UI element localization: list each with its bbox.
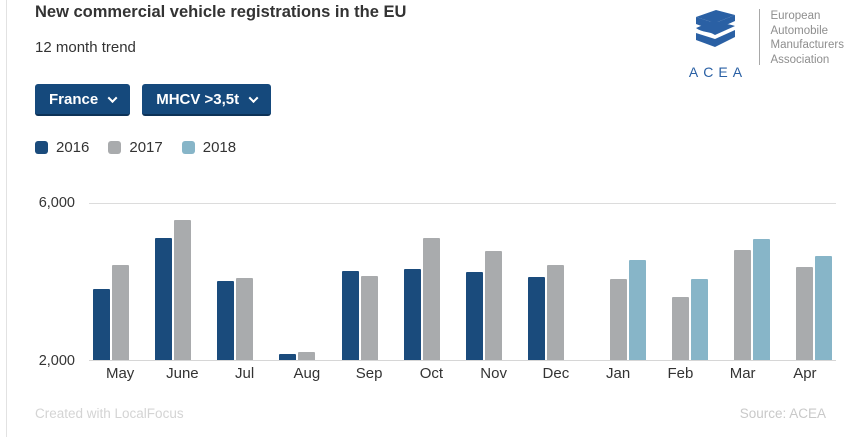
bar-group-sep xyxy=(338,204,400,360)
x-axis-label-jul: Jul xyxy=(235,365,255,382)
y-axis: 6,000 2,000 xyxy=(0,191,75,396)
segment-dropdown[interactable]: MHCV >3,5t xyxy=(142,84,272,116)
bar-group-aug xyxy=(276,204,338,360)
chevron-down-icon xyxy=(248,92,259,103)
bar-2017-feb[interactable] xyxy=(671,297,689,360)
x-axis-label-mar: Mar xyxy=(729,365,756,382)
bar-group-nov xyxy=(463,204,525,360)
bar-chart: 6,000 2,000 May June Jul Aug Sep Oct Nov Dec Jan F… xyxy=(0,191,860,396)
bar-2016-sep[interactable] xyxy=(341,271,359,360)
legend-label: 2018 xyxy=(202,139,237,156)
card-left-border xyxy=(6,0,7,437)
bar-2018-jan[interactable] xyxy=(628,260,646,360)
bar-2017-sep[interactable] xyxy=(360,276,378,360)
x-axis-label-jan: Jan xyxy=(606,365,631,382)
logo-org-line: Manufacturers xyxy=(770,39,844,51)
source-text: Source: ACEA xyxy=(739,406,826,421)
bar-2016-nov[interactable] xyxy=(466,272,484,360)
bar-2017-mar[interactable] xyxy=(734,250,752,360)
bar-2016-aug[interactable] xyxy=(279,354,297,360)
country-dropdown-label: France xyxy=(49,90,99,108)
filter-bar: France MHCV >3,5t xyxy=(35,84,272,116)
page-subtitle: 12 month trend xyxy=(35,39,136,56)
x-axis-label-dec: Dec xyxy=(542,365,570,382)
bar-2017-oct[interactable] xyxy=(422,238,440,360)
x-axis-label-nov: Nov xyxy=(480,365,507,382)
x-axis-label-oct: Oct xyxy=(419,365,444,382)
legend-label: 2017 xyxy=(129,139,163,156)
country-dropdown[interactable]: France xyxy=(35,84,131,116)
bar-2018-feb[interactable] xyxy=(690,279,708,360)
logo-org-line: Automobile xyxy=(770,24,829,37)
bar-group-dec xyxy=(525,204,587,360)
bar-group-oct xyxy=(400,204,462,360)
bar-2016-jul[interactable] xyxy=(217,281,235,360)
acea-stack-icon xyxy=(688,7,742,60)
bar-group-feb xyxy=(649,204,711,360)
bar-2016-dec[interactable] xyxy=(528,277,546,360)
bar-group-apr xyxy=(774,204,836,360)
y-axis-tick-2000: 2,000 xyxy=(38,353,75,369)
x-axis-label-aug: Aug xyxy=(293,365,321,382)
plot-area xyxy=(89,203,836,361)
chart-legend: 2016 2017 2018 xyxy=(35,139,236,156)
y-axis-tick-6000: 6,000 xyxy=(38,195,75,211)
bar-2017-apr[interactable] xyxy=(796,267,814,360)
bar-2017-may[interactable] xyxy=(111,265,129,360)
bar-2017-jan[interactable] xyxy=(609,279,627,360)
bar-2017-june[interactable] xyxy=(173,220,191,360)
x-axis-label-june: June xyxy=(166,365,199,382)
bar-2017-aug[interactable] xyxy=(298,352,316,360)
x-axis-label-sep: Sep xyxy=(355,365,383,382)
legend-item-2018: 2018 xyxy=(181,139,237,156)
bar-2017-jul[interactable] xyxy=(236,278,254,360)
bar-2018-mar[interactable] xyxy=(753,239,771,360)
x-axis-label-feb: Feb xyxy=(667,365,694,382)
bar-2018-apr[interactable] xyxy=(815,256,833,360)
legend-swatch-2016 xyxy=(35,141,48,154)
bar-group-may xyxy=(89,204,151,360)
bar-2016-june[interactable] xyxy=(154,238,172,360)
logo-divider xyxy=(759,9,761,65)
segment-dropdown-label: MHCV >3,5t xyxy=(156,90,240,108)
acea-logo-mark: ACEA xyxy=(679,7,751,80)
acea-logo: ACEA European Automobile Manufacturers A… xyxy=(679,7,844,80)
attribution-text: Created with LocalFocus xyxy=(35,406,184,421)
page-title: New commercial vehicle registrations in … xyxy=(35,3,407,21)
acea-acronym: ACEA xyxy=(688,64,748,80)
x-axis-label-apr: Apr xyxy=(793,365,817,382)
legend-swatch-2017 xyxy=(108,141,122,154)
bar-2016-oct[interactable] xyxy=(403,269,421,360)
x-axis-label-may: May xyxy=(105,365,135,382)
footer: Created with LocalFocus Source: ACEA xyxy=(35,406,826,421)
bar-group-june xyxy=(151,204,213,360)
x-axis-labels: May June Jul Aug Sep Oct Nov Dec Jan Feb Mar Apr xyxy=(89,365,836,382)
bar-2016-may[interactable] xyxy=(92,289,110,360)
logo-org-name: European Automobile Manufacturers Associ… xyxy=(770,7,844,67)
bar-group-jul xyxy=(214,204,276,360)
bar-2017-dec[interactable] xyxy=(547,265,565,360)
bar-2017-nov[interactable] xyxy=(485,251,503,360)
legend-item-2017: 2017 xyxy=(108,139,163,156)
logo-org-line: European xyxy=(770,10,821,22)
chevron-down-icon xyxy=(107,92,118,103)
logo-org-line: Association xyxy=(770,53,830,66)
bar-group-mar xyxy=(712,204,774,360)
bar-group-jan xyxy=(587,204,649,360)
legend-label: 2016 xyxy=(56,139,90,156)
legend-item-2016: 2016 xyxy=(35,139,89,156)
legend-swatch-2018 xyxy=(181,141,195,154)
